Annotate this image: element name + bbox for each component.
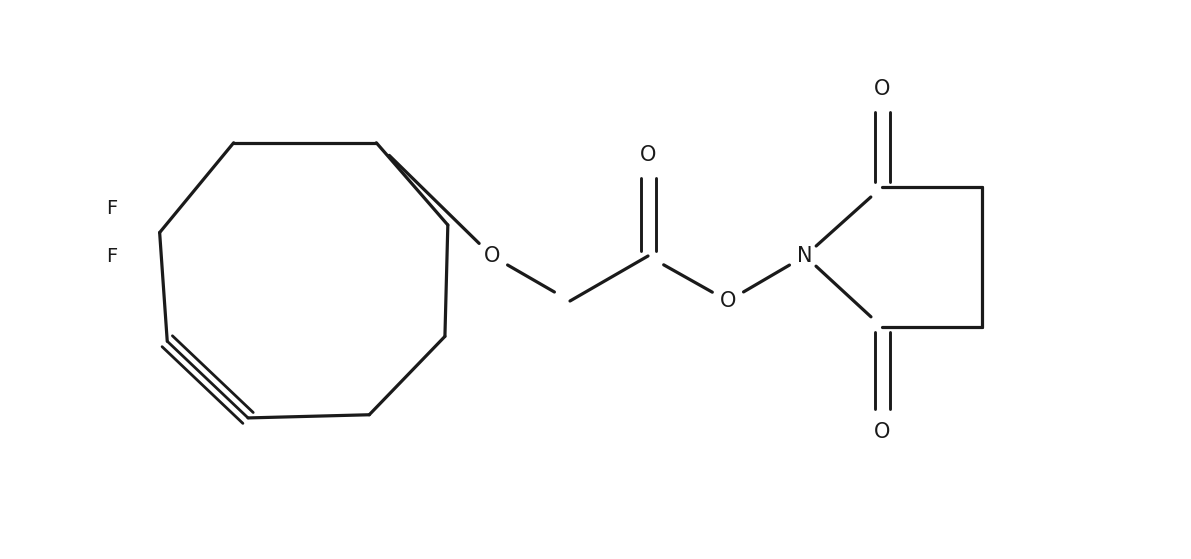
Text: F: F (106, 247, 117, 266)
Text: O: O (874, 422, 890, 442)
Text: N: N (797, 246, 812, 266)
Text: O: O (874, 79, 890, 99)
Text: O: O (719, 291, 736, 311)
Text: O: O (640, 145, 656, 165)
Text: F: F (106, 199, 117, 218)
Text: O: O (484, 246, 500, 266)
